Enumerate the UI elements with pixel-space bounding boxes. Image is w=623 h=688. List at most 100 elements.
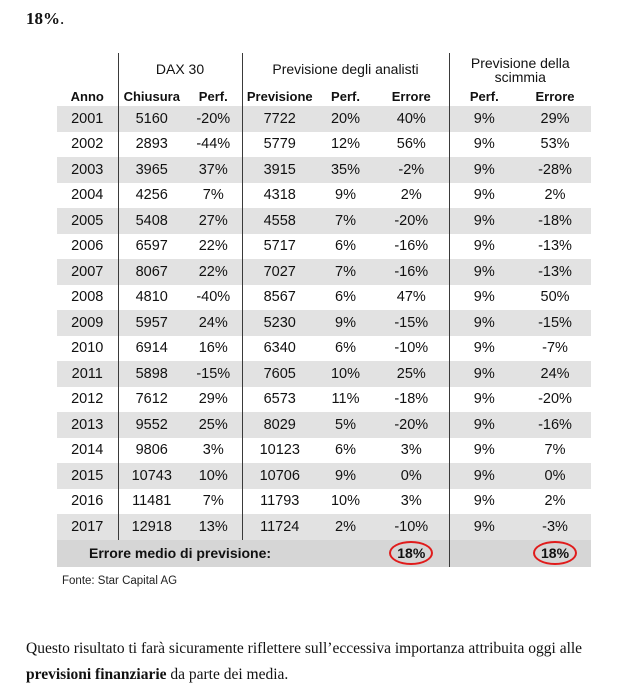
table-cell: 56% <box>374 131 450 157</box>
table-cell: -13% <box>519 259 592 285</box>
table-cell: 2% <box>374 182 450 208</box>
table-cell: 6% <box>317 437 374 463</box>
analysts-average-error: 18% <box>374 539 450 567</box>
table-cell: 11481 <box>117 488 185 514</box>
table-cell: 27% <box>185 208 242 234</box>
table-cell: 9% <box>448 284 520 310</box>
table-cell: 7612 <box>117 386 185 412</box>
table-cell: 2010 <box>57 335 118 361</box>
table-cell: 6% <box>317 233 374 259</box>
table-cell: 2007 <box>57 259 118 285</box>
table-cell: 5230 <box>241 310 317 336</box>
table-cell: 5898 <box>117 361 185 387</box>
table-cell: 5408 <box>117 208 185 234</box>
table-cell: -20% <box>374 208 450 234</box>
table-cell: 4810 <box>117 284 185 310</box>
table-cell: 9552 <box>117 412 185 438</box>
table-cell: 6340 <box>241 335 317 361</box>
table-cell: -20% <box>374 412 450 438</box>
col-header: Errore <box>535 89 575 104</box>
table-row: 2004 4256 7% 4318 9% 2% 9% 2% <box>57 182 592 208</box>
table-cell: 9% <box>448 259 520 285</box>
paragraph-text: Questo risultato ti farà sicuramente rif… <box>26 640 583 657</box>
group-dax: DAX 30 <box>117 53 242 85</box>
table-cell: 4558 <box>241 208 317 234</box>
table-cell: -10% <box>374 514 450 540</box>
col-header: Errore <box>391 89 431 104</box>
table-cell: 3965 <box>117 157 185 183</box>
forecast-table: DAX 30 Previsione degli analisti Previsi… <box>57 53 592 567</box>
table-cell: 7% <box>317 208 374 234</box>
table-cell: 2001 <box>57 106 118 132</box>
table-cell: 6% <box>317 335 374 361</box>
table-cell: -16% <box>519 412 592 438</box>
table-cell: 2015 <box>57 463 118 489</box>
table-cell: 37% <box>185 157 242 183</box>
table-cell: 9% <box>448 412 520 438</box>
table-row: 2011 5898 -15% 7605 10% 25% 9% 24% <box>57 361 592 387</box>
table-row: 2010 6914 16% 6340 6% -10% 9% -7% <box>57 335 592 361</box>
table-cell: 7% <box>519 437 592 463</box>
table-cell: 5717 <box>241 233 317 259</box>
table-cell: 10743 <box>117 463 185 489</box>
body-paragraph: Questo risultato ti farà sicuramente rif… <box>26 636 616 688</box>
table-cell: 7605 <box>241 361 317 387</box>
table-footer-row: Errore medio di previsione: 18% 18% <box>57 539 592 567</box>
table-cell: 10123 <box>241 437 317 463</box>
table-cell: 7% <box>185 182 242 208</box>
table-cell: 11724 <box>241 514 317 540</box>
table-row: 2003 3965 37% 3915 35% -2% 9% -28% <box>57 157 592 183</box>
highlighted-percentage: 18%. <box>26 10 64 28</box>
table-cell: 22% <box>185 233 242 259</box>
table-cell: -20% <box>519 386 592 412</box>
table-cell: -15% <box>374 310 450 336</box>
table-cell: -10% <box>374 335 450 361</box>
forecast-table-image: DAX 30 Previsione degli analisti Previsi… <box>57 53 592 567</box>
table-cell: 7% <box>185 488 242 514</box>
table-cell: 29% <box>185 386 242 412</box>
table-cell: 35% <box>317 157 374 183</box>
table-cell: 5779 <box>241 131 317 157</box>
table-cell: 2893 <box>117 131 185 157</box>
table-cell: 24% <box>519 361 592 387</box>
table-cell: 8567 <box>241 284 317 310</box>
table-cell: 6% <box>317 284 374 310</box>
table-cell: 2014 <box>57 437 118 463</box>
table-cell: 50% <box>519 284 592 310</box>
empty-header <box>57 53 118 85</box>
table-cell: 7% <box>317 259 374 285</box>
table-cell: 7027 <box>241 259 317 285</box>
table-cell: -44% <box>185 131 242 157</box>
table-cell: -18% <box>519 208 592 234</box>
col-header: Perf. <box>331 89 360 104</box>
table-cell: 3915 <box>241 157 317 183</box>
table-body: 2001 5160 -20% 7722 20% 40% 9% 29% 2002 2893 -44% 5… <box>57 106 592 540</box>
table-cell: 9% <box>448 437 520 463</box>
table-cell: 11% <box>317 386 374 412</box>
table-cell: 9% <box>448 335 520 361</box>
table-cell: -15% <box>185 361 242 387</box>
table-cell: 25% <box>374 361 450 387</box>
table-cell: 10% <box>317 361 374 387</box>
table-cell: 9% <box>317 310 374 336</box>
group-monkey: Previsione della scimmia <box>448 53 592 85</box>
table-cell: 9% <box>448 106 520 132</box>
table-cell: 9806 <box>117 437 185 463</box>
table-row: 2016 11481 7% 11793 10% 3% 9% 2% <box>57 488 592 514</box>
table-row: 2006 6597 22% 5717 6% -16% 9% -13% <box>57 233 592 259</box>
table-cell: 10706 <box>241 463 317 489</box>
table-cell: -15% <box>519 310 592 336</box>
table-cell: 0% <box>519 463 592 489</box>
table-row: 2014 9806 3% 10123 6% 3% 9% 7% <box>57 437 592 463</box>
table-cell: 2% <box>519 182 592 208</box>
table-cell: -16% <box>374 233 450 259</box>
table-cell: 24% <box>185 310 242 336</box>
circled-value: 18% <box>389 541 434 565</box>
table-column-header: Anno Chiusura Perf. Previsione Perf. Err… <box>57 85 591 106</box>
table-cell: -40% <box>185 284 242 310</box>
truncated-text-line <box>26 0 606 3</box>
table-row: 2005 5408 27% 4558 7% -20% 9% -18% <box>57 208 592 234</box>
bold-value: 18% <box>26 9 60 28</box>
table-row: 2002 2893 -44% 5779 12% 56% 9% 53% <box>57 131 592 157</box>
period: . <box>60 9 65 28</box>
